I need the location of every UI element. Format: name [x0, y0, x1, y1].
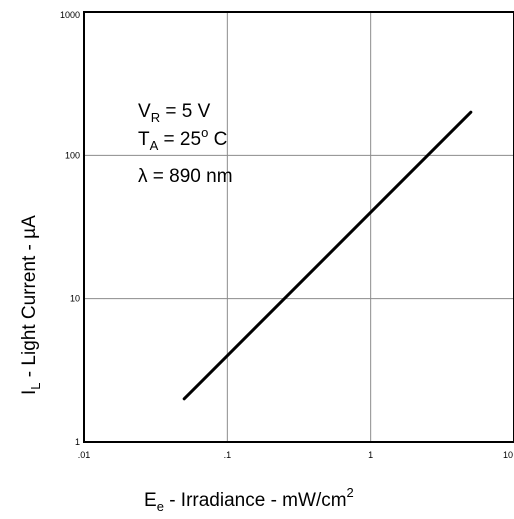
y-tick-labels: 1 10 100 1000: [60, 10, 80, 447]
grid: [84, 12, 514, 442]
y-tick-label: 100: [65, 150, 80, 160]
series-group: [182, 110, 473, 401]
x-tick-label: .1: [224, 450, 232, 460]
x-tick-label: .01: [78, 450, 91, 460]
annotation-ta: TA = 25o C: [138, 125, 227, 153]
x-axis-title: Ee - Irradiance - mW/cm2: [144, 485, 354, 514]
x-tick-labels: .01 .1 1 10: [78, 450, 513, 460]
plot-frame: [83, 11, 514, 443]
y-axis-title: IL - Light Current - µA: [19, 215, 43, 395]
x-tick-label: 10: [503, 450, 513, 460]
y-tick-label: 1000: [60, 10, 80, 20]
annotation-vr: VR = 5 V: [138, 101, 211, 125]
x-tick-label: 1: [368, 450, 373, 460]
series-line: [182, 110, 473, 401]
y-tick-label: 10: [70, 294, 80, 304]
y-tick-label: 1: [75, 437, 80, 447]
annotation-lambda: λ = 890 nm: [138, 166, 233, 187]
